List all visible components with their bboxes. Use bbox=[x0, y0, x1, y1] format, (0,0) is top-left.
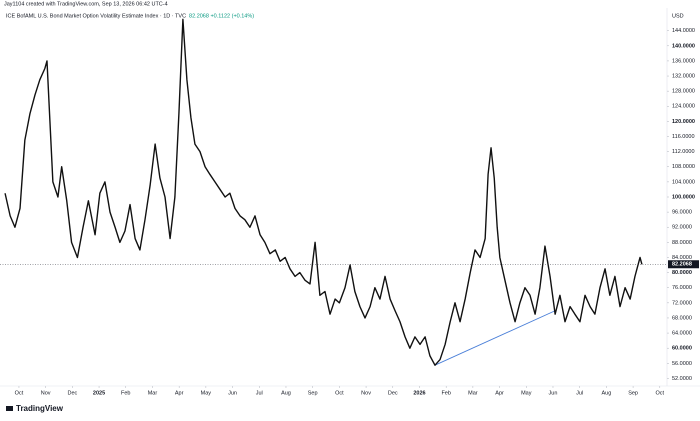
y-tick-label: 88.0000 bbox=[672, 240, 692, 246]
x-tick-label: 2026 bbox=[413, 390, 425, 396]
x-tick-label: Jun bbox=[549, 390, 558, 396]
x-tick-label: Oct bbox=[335, 390, 344, 396]
y-tick-label: 144.0000 bbox=[672, 28, 695, 34]
y-tick-label: 84.0000 bbox=[672, 255, 692, 261]
x-tick-label: Sep bbox=[628, 390, 638, 396]
price-line bbox=[4, 18, 643, 366]
x-tick-label: Mar bbox=[468, 390, 478, 396]
x-tick-label: Jun bbox=[228, 390, 237, 396]
y-tick-label: 68.0000 bbox=[672, 315, 692, 321]
x-tick-label: Oct bbox=[656, 390, 665, 396]
y-tick-label: 112.0000 bbox=[672, 149, 695, 155]
x-tick-label: Feb bbox=[121, 390, 130, 396]
x-tick-label: Apr bbox=[495, 390, 504, 396]
trend-line bbox=[434, 309, 557, 366]
x-tick-label: Aug bbox=[601, 390, 611, 396]
y-tick-label: 108.0000 bbox=[672, 164, 695, 170]
x-tick-label: Feb bbox=[441, 390, 450, 396]
logo-icon bbox=[6, 406, 13, 411]
x-tick-label: Jul bbox=[576, 390, 583, 396]
attribution: Jay1104 created with TradingView.com, Se… bbox=[4, 1, 168, 7]
x-tick-label: Nov bbox=[41, 390, 51, 396]
y-tick-label: 120.0000 bbox=[672, 119, 695, 125]
y-tick-label: 96.0000 bbox=[672, 210, 692, 216]
y-tick-label: 140.0000 bbox=[672, 43, 695, 49]
y-tick-label: 132.0000 bbox=[672, 73, 695, 79]
x-tick-label: Aug bbox=[281, 390, 291, 396]
x-tick-label: Apr bbox=[175, 390, 184, 396]
y-tick-label: 116.0000 bbox=[672, 134, 695, 140]
currency: USD bbox=[672, 13, 684, 19]
y-tick-label: 80.0000 bbox=[672, 270, 692, 276]
y-tick-label: 76.0000 bbox=[672, 285, 692, 291]
last-price-box bbox=[668, 260, 699, 269]
y-tick-label: 72.0000 bbox=[672, 300, 692, 306]
y-tick-label: 136.0000 bbox=[672, 58, 695, 64]
y-tick-label: 124.0000 bbox=[672, 104, 695, 110]
x-tick-label: May bbox=[201, 390, 212, 396]
x-tick-label: Dec bbox=[388, 390, 398, 396]
x-tick-label: Nov bbox=[361, 390, 371, 396]
y-tick-label: 92.0000 bbox=[672, 225, 692, 231]
x-tick-label: Mar bbox=[148, 390, 158, 396]
y-tick-label: 52.0000 bbox=[672, 376, 692, 382]
chart-title: ICE BofAML U.S. Bond Market Option Volat… bbox=[6, 13, 186, 19]
x-tick-label: Jul bbox=[256, 390, 263, 396]
x-tick-label: Sep bbox=[308, 390, 318, 396]
x-tick-label: May bbox=[521, 390, 532, 396]
y-tick-label: 60.0000 bbox=[672, 346, 692, 352]
y-tick-label: 104.0000 bbox=[672, 179, 695, 185]
y-tick-label: 100.0000 bbox=[672, 194, 695, 200]
y-tick-label: 56.0000 bbox=[672, 361, 692, 367]
x-tick-label: Dec bbox=[67, 390, 77, 396]
quote: 82.2068 +0.1122 (+0.14%) bbox=[189, 13, 254, 19]
last-price-label: 82.2068 bbox=[672, 262, 692, 268]
y-tick-label: 128.0000 bbox=[672, 89, 695, 95]
x-tick-label: 2025 bbox=[93, 390, 105, 396]
logo-text: TradingView bbox=[16, 404, 64, 413]
x-tick-label: Oct bbox=[15, 390, 24, 396]
logo: TradingView bbox=[6, 404, 64, 413]
y-tick-label: 64.0000 bbox=[672, 331, 692, 337]
